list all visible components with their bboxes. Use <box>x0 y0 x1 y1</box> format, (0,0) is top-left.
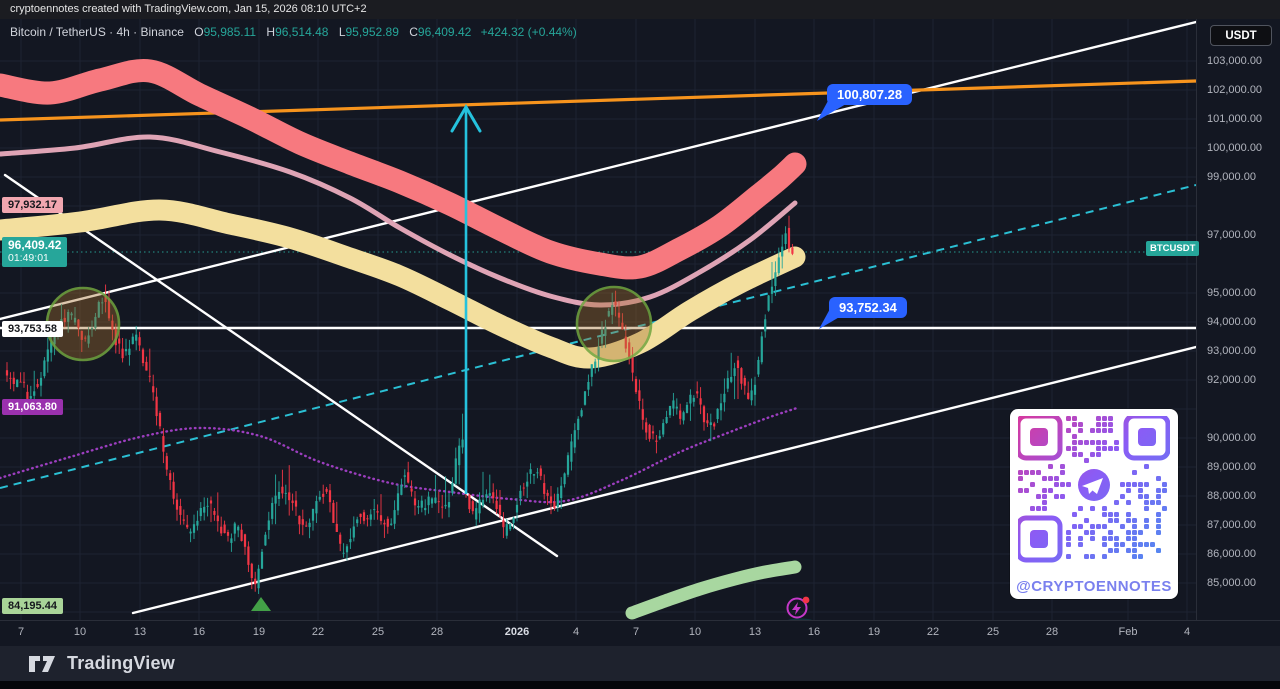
time-axis-label: 16 <box>807 626 821 638</box>
price-axis-label: 101,000.00 <box>1207 113 1263 125</box>
time-axis-label: 4 <box>1183 626 1191 638</box>
price-axis-label: 90,000.00 <box>1207 432 1256 444</box>
time-axis-label: 22 <box>926 626 940 638</box>
time-axis-label: 13 <box>133 626 147 638</box>
price-label-current: 96,409.42 01:49:01 <box>2 237 68 267</box>
time-axis-label: 25 <box>371 626 385 638</box>
high-label: H <box>266 25 276 39</box>
price-label-horizontal-line: 93,753.58 <box>2 321 63 337</box>
qr-code-card[interactable]: @CRYPTOENNOTES <box>1010 409 1178 599</box>
close-label: C <box>409 25 418 39</box>
price-callout-upper[interactable]: 100,807.28 <box>827 84 913 105</box>
price-axis-label: 95,000.00 <box>1207 287 1256 299</box>
time-axis-label: 19 <box>867 626 881 638</box>
time-axis[interactable]: 7 10 13 16 19 22 25 28 2026 4 7 10 13 16 19 22 25 28 Feb 4 <box>0 620 1280 647</box>
price-axis-label: 92,000.00 <box>1207 374 1256 386</box>
time-axis-label: 13 <box>748 626 762 638</box>
price-label-green-band: 84,195.44 <box>2 598 63 614</box>
symbol-ohlc-row[interactable]: Bitcoin / TetherUS · 4h · Binance O95,98… <box>10 25 577 41</box>
price-axis-label: 86,000.00 <box>1207 548 1256 560</box>
open-label: O <box>194 25 204 39</box>
price-axis-label: 85,000.00 <box>1207 577 1256 589</box>
bottom-toolbar: TradingView <box>0 646 1280 681</box>
time-axis-label: 7 <box>17 626 25 638</box>
time-axis-label: 10 <box>73 626 87 638</box>
tradingview-logo-text: TradingView <box>67 653 175 673</box>
time-axis-label: 25 <box>986 626 1000 638</box>
price-axis-label: 103,000.00 <box>1207 55 1263 67</box>
bar-countdown: 01:49:01 <box>8 252 49 264</box>
time-axis-label: 4 <box>572 626 580 638</box>
time-axis-label: 19 <box>252 626 266 638</box>
price-axis-label: 89,000.00 <box>1207 461 1256 473</box>
watermark-attribution: cryptoennotes created with TradingView.c… <box>0 0 1280 19</box>
symbol-title: Bitcoin / TetherUS · 4h · Binance <box>10 25 184 39</box>
price-label-purple-ma: 91,063.80 <box>2 399 63 415</box>
time-axis-label: 28 <box>430 626 444 638</box>
telegram-handle: @CRYPTOENNOTES <box>1016 578 1172 595</box>
close-value: 96,409.42 <box>417 25 472 39</box>
price-axis-label: 87,000.00 <box>1207 519 1256 531</box>
current-price-value: 96,409.42 <box>8 238 62 252</box>
qr-code-image <box>1018 416 1170 563</box>
time-axis-label: 16 <box>192 626 206 638</box>
time-axis-label: 22 <box>311 626 325 638</box>
time-axis-label: 7 <box>632 626 640 638</box>
price-axis-label: 102,000.00 <box>1207 84 1263 96</box>
time-axis-label: 28 <box>1045 626 1059 638</box>
price-callout-lower[interactable]: 93,752.34 <box>829 297 907 318</box>
bottom-black-strip <box>0 681 1280 689</box>
low-label: L <box>338 25 346 39</box>
change-value: +424.32 (+0.44%) <box>480 25 577 39</box>
price-axis-label: 99,000.00 <box>1207 171 1256 183</box>
time-axis-label: Feb <box>1118 626 1138 638</box>
price-axis-label: 100,000.00 <box>1207 142 1263 154</box>
time-axis-label: 10 <box>688 626 702 638</box>
price-axis[interactable]: 103,000.00 102,000.00 101,000.00 100,000.00… <box>1196 19 1280 620</box>
price-axis-label: 93,000.00 <box>1207 345 1256 357</box>
symbol-tag-btcusdt: BTCUSDT <box>1146 241 1200 256</box>
price-label-pink-ma: 97,932.17 <box>2 197 63 213</box>
time-axis-label: 2026 <box>504 626 530 638</box>
currency-toggle-button[interactable]: USDT <box>1210 25 1272 46</box>
high-value: 96,514.48 <box>275 25 329 39</box>
price-axis-label: 88,000.00 <box>1207 490 1256 502</box>
tradingview-logo-icon <box>29 655 55 672</box>
price-axis-label: 97,000.00 <box>1207 229 1256 241</box>
price-axis-label: 94,000.00 <box>1207 316 1256 328</box>
open-value: 95,985.11 <box>203 25 257 39</box>
low-value: 95,952.89 <box>345 25 399 39</box>
tradingview-logo[interactable]: TradingView <box>28 653 175 674</box>
